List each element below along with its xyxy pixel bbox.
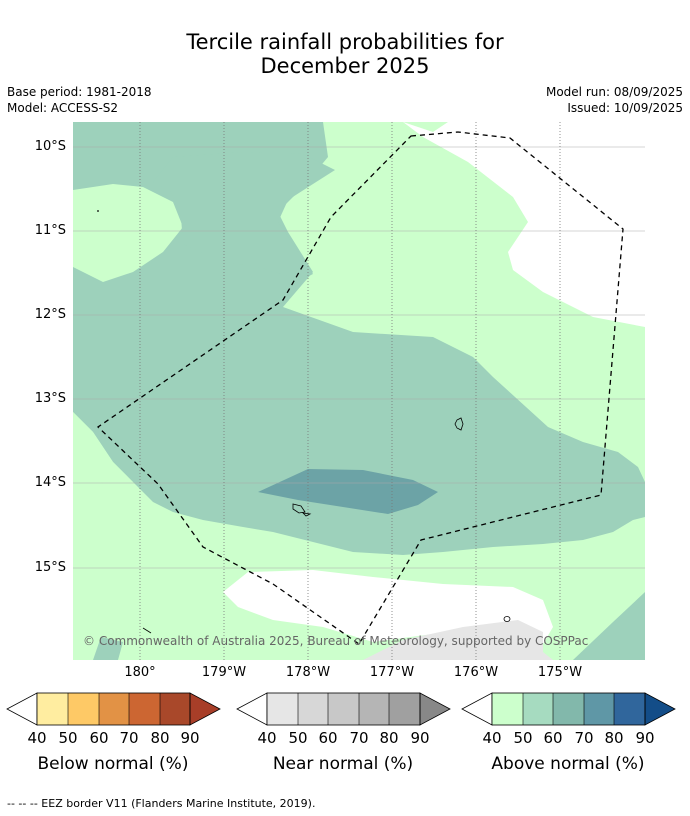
colorbar-near-swatch-70 <box>359 693 389 725</box>
lon-label-175w: 175°W <box>537 665 583 680</box>
above-tick-50: 50 <box>513 729 533 747</box>
near-tick-80: 80 <box>379 729 399 747</box>
model-name: Model: ACCESS-S2 <box>7 101 119 115</box>
lon-label-180: 180° <box>124 665 156 680</box>
lon-label-176w: 176°W <box>453 665 499 680</box>
near-tick-40: 40 <box>257 729 277 747</box>
meta-right: Model run: 08/09/2025 Issued: 10/09/2025 <box>546 84 683 116</box>
near-tick-70: 70 <box>349 729 369 747</box>
above-tick-80: 80 <box>604 729 624 747</box>
colorbar-below-swatch-80 <box>160 693 190 725</box>
colorbar-above-max-arrow <box>644 692 676 726</box>
above-tick-70: 70 <box>574 729 594 747</box>
above-tick-40: 40 <box>482 729 502 747</box>
lat-label-11s: 11°S <box>34 223 66 238</box>
base-period: Base period: 1981-2018 <box>7 85 152 99</box>
neutral-region-south <box>223 570 553 644</box>
below-tick-70: 70 <box>119 729 139 747</box>
above-50-lobe <box>73 412 143 502</box>
colorbar-near-max-arrow <box>419 692 451 726</box>
colorbar-near-min-arrow <box>236 692 268 726</box>
lat-label-14s: 14°S <box>34 475 66 490</box>
lat-label-15s: 15°S <box>34 560 66 575</box>
above-60-southeast <box>573 592 645 660</box>
above-tick-90: 90 <box>635 729 655 747</box>
below-tick-40: 40 <box>27 729 47 747</box>
model-run: Model run: 08/09/2025 <box>545 85 683 99</box>
colorbar-above-min-arrow <box>461 692 493 726</box>
below-tick-60: 60 <box>89 729 109 747</box>
colorbar-below-swatch-60 <box>99 693 129 725</box>
above-70-region <box>258 469 438 514</box>
colorbar-below-swatch-70 <box>129 693 160 725</box>
colorbar-above-swatch-50 <box>523 693 553 725</box>
legend-title-below: Below normal (%) <box>37 754 189 774</box>
lat-label-13s: 13°S <box>34 391 66 406</box>
map-title: Tercile rainfall probabilities for Decem… <box>0 30 690 78</box>
above-60-southwest <box>93 637 123 660</box>
above-60-subregion <box>153 152 335 280</box>
island-wallis-b <box>301 512 312 517</box>
colorbar-near-swatch-60 <box>328 693 359 725</box>
legend-title-near: Near normal (%) <box>272 754 414 774</box>
eez-footnote: -- -- -- EEZ border V11 (Flanders Marine… <box>7 797 316 810</box>
copyright-text: © Commonwealth of Australia 2025, Bureau… <box>83 634 588 648</box>
colorbar-above-swatch-60 <box>553 693 584 725</box>
below-tick-90: 90 <box>180 729 200 747</box>
near-normal-region <box>363 620 553 660</box>
below-tick-80: 80 <box>150 729 170 747</box>
neutral-region-northeast <box>403 122 645 327</box>
title-line-2: December 2025 <box>260 54 430 78</box>
issued-date: Issued: 10/09/2025 <box>567 101 683 115</box>
colorbar-above-swatch-40 <box>492 693 523 725</box>
near-tick-90: 90 <box>410 729 430 747</box>
above-50-sliver <box>403 122 448 132</box>
below-tick-50: 50 <box>58 729 78 747</box>
island-futuna <box>454 417 464 431</box>
near-tick-60: 60 <box>318 729 338 747</box>
legend-title-above: Above normal (%) <box>491 754 645 774</box>
colorbar-below-max-arrow <box>189 692 221 726</box>
lon-label-179w: 179°W <box>201 665 247 680</box>
colorbar-above <box>461 692 676 726</box>
lon-label-178w: 178°W <box>285 665 331 680</box>
near-tick-50: 50 <box>288 729 308 747</box>
lat-label-12s: 12°S <box>34 307 66 322</box>
island-sliver <box>142 627 152 634</box>
colorbar-above-swatch-70 <box>584 693 614 725</box>
island-dot <box>97 210 99 212</box>
lat-gridlines <box>73 146 645 569</box>
colorbar-below-min-arrow <box>6 692 38 726</box>
colorbar-near-swatch-50 <box>298 693 328 725</box>
lat-label-10s: 10°S <box>34 139 66 154</box>
colorbar-above-swatch-80 <box>614 693 645 725</box>
meta-left: Base period: 1981-2018 Model: ACCESS-S2 <box>7 84 152 116</box>
above-tick-60: 60 <box>543 729 563 747</box>
colorbar-below-swatch-40 <box>37 693 68 725</box>
colorbar-near-swatch-40 <box>267 693 298 725</box>
title-line-1: Tercile rainfall probabilities for <box>186 30 504 54</box>
colorbar-below <box>6 692 221 726</box>
forecast-map: © Commonwealth of Australia 2025, Bureau… <box>73 122 645 660</box>
colorbar-near <box>236 692 451 726</box>
colorbars <box>6 692 676 726</box>
colorbar-below-swatch-50 <box>68 693 99 725</box>
island-south <box>503 616 511 622</box>
lon-label-177w: 177°W <box>369 665 415 680</box>
colorbar-near-swatch-80 <box>389 693 420 725</box>
